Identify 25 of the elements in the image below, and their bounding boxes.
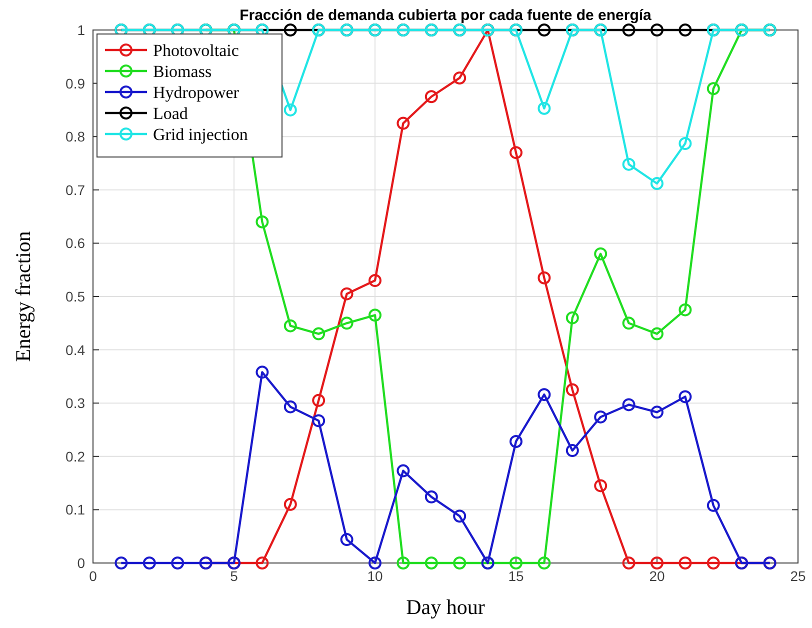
legend-label: Photovoltaic — [153, 41, 240, 60]
x-tick-label: 15 — [508, 568, 524, 584]
y-tick-label: 0.5 — [66, 288, 86, 304]
y-tick-label: 0 — [77, 555, 86, 571]
y-tick-label: 0.4 — [66, 342, 86, 358]
chart-title: Fracción de demanda cubierta por cada fuente de energía — [240, 7, 652, 24]
x-tick-label: 5 — [230, 568, 238, 584]
x-tick-label: 10 — [367, 568, 383, 584]
legend-label: Load — [153, 104, 188, 123]
y-tick-label: 0.3 — [66, 395, 86, 412]
y-tick-label: 0.6 — [66, 235, 86, 252]
y-tick-label: 0.9 — [66, 75, 86, 92]
y-tick-label: 0.2 — [66, 448, 86, 464]
x-tick-label: 0 — [89, 568, 98, 584]
y-tick-label: 0.1 — [66, 502, 86, 518]
x-tick-label: 25 — [790, 568, 806, 584]
legend-label: Hydropower — [153, 83, 240, 102]
legend-label: Biomass — [153, 62, 212, 81]
x-axis-title: Day hour — [406, 595, 485, 619]
y-tick-label: 0.7 — [66, 182, 86, 198]
y-axis-title: Energy fraction — [11, 230, 35, 362]
y-tick-label: 1 — [77, 22, 86, 38]
x-tick-label: 20 — [649, 568, 665, 584]
legend-label: Grid injection — [153, 125, 248, 144]
y-tick-label: 0.8 — [66, 128, 86, 145]
